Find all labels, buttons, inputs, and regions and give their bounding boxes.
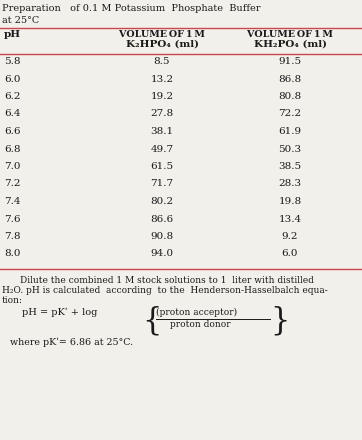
Text: Preparation   of 0.1 M Potassium  Phosphate  Buffer: Preparation of 0.1 M Potassium Phosphate… bbox=[2, 4, 261, 13]
Text: 7.8: 7.8 bbox=[4, 232, 21, 241]
Text: where pKʹ= 6.86 at 25°C.: where pKʹ= 6.86 at 25°C. bbox=[10, 338, 133, 347]
Text: 61.5: 61.5 bbox=[151, 162, 173, 171]
Text: H₂O. pH is calculated  according  to the  Henderson-Hasselbalch equa-: H₂O. pH is calculated according to the H… bbox=[2, 286, 328, 295]
Text: 61.9: 61.9 bbox=[278, 127, 302, 136]
Text: Dilute the combined 1 M stock solutions to 1  liter with distilled: Dilute the combined 1 M stock solutions … bbox=[20, 276, 314, 285]
Text: (proton acceptor): (proton acceptor) bbox=[156, 308, 237, 317]
Text: 94.0: 94.0 bbox=[151, 249, 173, 258]
Text: 38.1: 38.1 bbox=[151, 127, 173, 136]
Text: 90.8: 90.8 bbox=[151, 232, 173, 241]
Text: pH: pH bbox=[4, 30, 21, 39]
Text: 91.5: 91.5 bbox=[278, 57, 302, 66]
Text: 28.3: 28.3 bbox=[278, 180, 302, 188]
Text: 6.6: 6.6 bbox=[4, 127, 21, 136]
Text: 7.4: 7.4 bbox=[4, 197, 21, 206]
Text: pH = pKʹ + log: pH = pKʹ + log bbox=[22, 308, 101, 317]
Text: proton donor: proton donor bbox=[170, 320, 231, 329]
Text: 9.2: 9.2 bbox=[282, 232, 298, 241]
Text: {: { bbox=[142, 305, 161, 336]
Text: 6.0: 6.0 bbox=[4, 74, 21, 84]
Text: at 25°C: at 25°C bbox=[2, 16, 39, 25]
Text: 5.8: 5.8 bbox=[4, 57, 21, 66]
Text: 7.2: 7.2 bbox=[4, 180, 21, 188]
Text: 8.0: 8.0 bbox=[4, 249, 21, 258]
Text: V OLUME OF 1 M: V OLUME OF 1 M bbox=[247, 30, 333, 39]
Text: 7.6: 7.6 bbox=[4, 214, 21, 224]
Text: 6.8: 6.8 bbox=[4, 144, 21, 154]
Text: 80.8: 80.8 bbox=[278, 92, 302, 101]
Text: 8.5: 8.5 bbox=[154, 57, 170, 66]
Text: KH₂PO₄ (ml): KH₂PO₄ (ml) bbox=[253, 40, 327, 49]
Text: 86.6: 86.6 bbox=[151, 214, 173, 224]
Text: 71.7: 71.7 bbox=[151, 180, 173, 188]
Text: 72.2: 72.2 bbox=[278, 110, 302, 118]
Text: 7.0: 7.0 bbox=[4, 162, 21, 171]
Text: 6.4: 6.4 bbox=[4, 110, 21, 118]
Text: V OLUME OF 1 M: V OLUME OF 1 M bbox=[119, 30, 206, 39]
Text: 86.8: 86.8 bbox=[278, 74, 302, 84]
Text: 13.2: 13.2 bbox=[151, 74, 173, 84]
Text: 27.8: 27.8 bbox=[151, 110, 173, 118]
Text: 50.3: 50.3 bbox=[278, 144, 302, 154]
Text: }: } bbox=[270, 305, 289, 336]
Text: tion:: tion: bbox=[2, 296, 23, 305]
Text: 38.5: 38.5 bbox=[278, 162, 302, 171]
Text: 19.8: 19.8 bbox=[278, 197, 302, 206]
Text: 19.2: 19.2 bbox=[151, 92, 173, 101]
Text: 6.0: 6.0 bbox=[282, 249, 298, 258]
Text: K₂HPO₄ (ml): K₂HPO₄ (ml) bbox=[126, 40, 198, 49]
Text: 49.7: 49.7 bbox=[151, 144, 173, 154]
Text: 80.2: 80.2 bbox=[151, 197, 173, 206]
Text: 6.2: 6.2 bbox=[4, 92, 21, 101]
Text: 13.4: 13.4 bbox=[278, 214, 302, 224]
